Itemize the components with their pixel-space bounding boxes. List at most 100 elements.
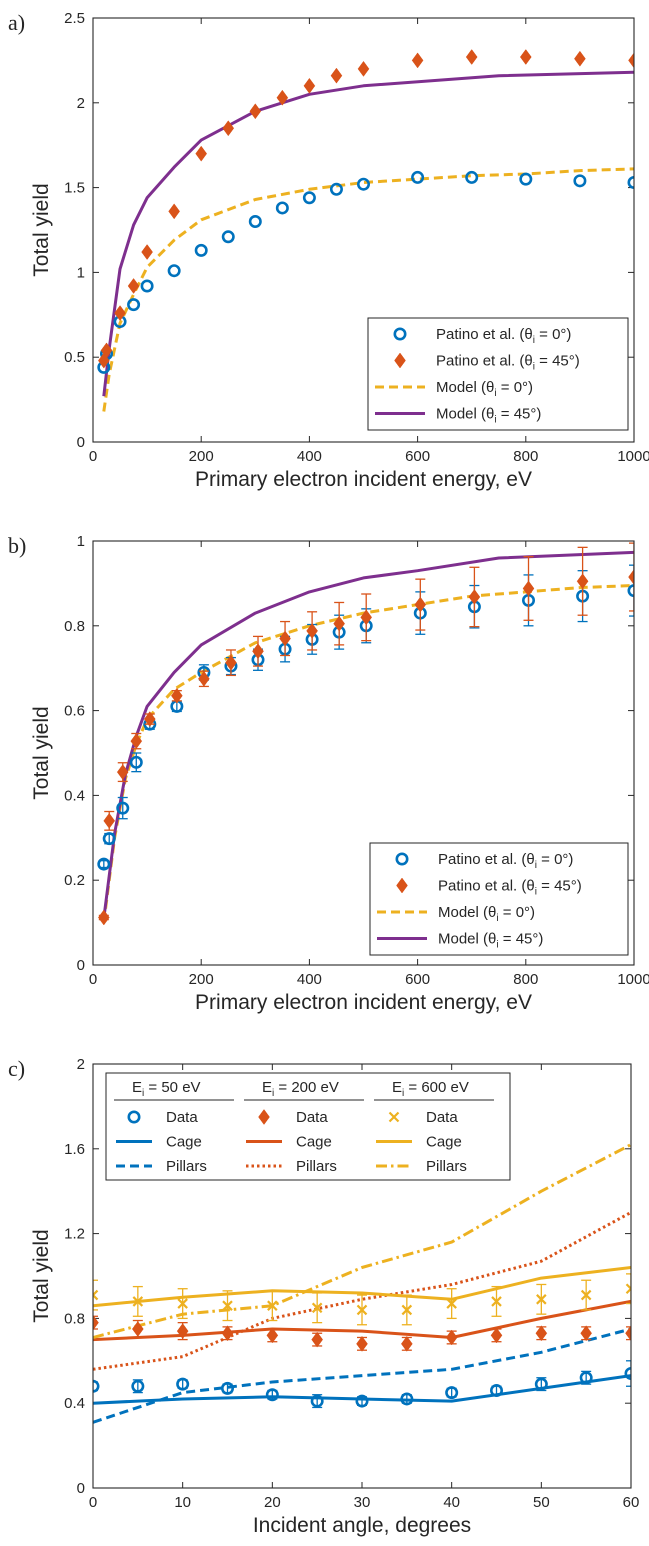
x-axis-title: Incident angle, degrees <box>253 1514 471 1537</box>
data-point-circle <box>411 170 425 184</box>
data-point-circle <box>519 172 533 186</box>
legend-label: Data <box>166 1109 198 1126</box>
data-point-x <box>222 1300 233 1311</box>
legend-group-header: Ei = 50 eV <box>132 1079 201 1099</box>
data-point-diamond <box>311 1331 323 1348</box>
series-group <box>97 49 634 412</box>
data-point-circle <box>400 1392 414 1406</box>
data-point-diamond <box>279 630 291 647</box>
panel-c: c) 0 10 20 30 40 50 60 0 0.4 0.8 1.2 1.6 2 Incident an… <box>8 1056 639 1537</box>
legend-label: Patino et al. (θi = 0°) <box>438 851 573 871</box>
y-tick-label: 2 <box>77 95 85 112</box>
data-point-circle <box>167 264 181 278</box>
data-point-diamond <box>116 764 129 781</box>
data-point-circle <box>116 801 130 815</box>
y-tick-label: 0.6 <box>64 703 85 720</box>
data-point-diamond <box>143 711 156 728</box>
data-point-diamond <box>195 145 208 162</box>
y-tick-label: 0 <box>77 957 85 974</box>
data-point-diamond <box>225 654 237 671</box>
panel-b: b) 0 200 400 600 800 1000 0 0.2 0.4 0.6 0.8 1 Primary… <box>8 533 649 1014</box>
data-point-diamond <box>222 120 235 137</box>
legend: Patino et al. (θi = 0°) Patino et al. (θi… <box>369 842 629 956</box>
y-tick-label: 0 <box>77 1480 85 1497</box>
data-point-diamond <box>171 687 183 704</box>
data-point-diamond <box>221 1325 234 1342</box>
y-tick-label: 0.4 <box>64 787 85 804</box>
y-tick-label: 1.2 <box>64 1226 85 1243</box>
data-point-diamond <box>306 622 318 639</box>
x-tick-label: 0 <box>89 448 97 465</box>
data-point-x <box>446 1298 457 1309</box>
series-line-yellow-dashed <box>102 584 634 923</box>
legend-marker-diamond <box>396 877 408 894</box>
x-tick-label: 50 <box>533 1494 550 1511</box>
data-point-circle <box>310 1394 324 1408</box>
data-point-diamond <box>132 1321 144 1337</box>
y-axis-title: Total yield <box>30 1229 53 1322</box>
data-point-diamond <box>360 609 373 626</box>
data-point-x <box>132 1296 144 1307</box>
x-tick-label: 1000 <box>617 971 649 988</box>
data-point-diamond <box>519 49 532 65</box>
x-tick-label: 0 <box>89 1494 97 1511</box>
legend-label: Cage <box>166 1134 202 1151</box>
data-point-diamond <box>303 77 316 94</box>
panel-label: c) <box>8 1056 25 1081</box>
data-point-diamond <box>176 1323 189 1340</box>
axes-box <box>92 1063 632 1489</box>
y-axis-title: Total yield <box>30 706 53 799</box>
legend-label: Cage <box>296 1134 332 1151</box>
x-tick-label: 30 <box>354 1494 371 1511</box>
legend-marker-circle <box>393 327 407 341</box>
data-point-diamond <box>141 244 153 260</box>
y-tick-label: 1.6 <box>64 1141 85 1158</box>
data-point-diamond <box>628 569 634 585</box>
x-tick-label: 400 <box>297 448 322 465</box>
series-group <box>93 1143 631 1424</box>
legend-label: Patino et al. (θi = 45°) <box>436 353 580 373</box>
x-tick-label: 60 <box>623 1494 640 1511</box>
data-point-circle <box>129 755 143 769</box>
data-point-diamond <box>411 52 424 69</box>
x-tick-label: 600 <box>405 448 430 465</box>
panel-label: a) <box>8 10 25 35</box>
legend-marker-x <box>388 1111 400 1123</box>
y-tick-label: 1.5 <box>64 180 85 197</box>
series-line-purple-solid <box>102 70 634 397</box>
data-point-circle <box>176 1377 190 1391</box>
y-tick-label: 0.5 <box>64 349 85 366</box>
data-point-diamond <box>103 812 116 829</box>
y-tick-label: 1 <box>77 264 85 281</box>
y-tick-label: 0.8 <box>64 618 85 635</box>
data-point-diamond <box>127 278 140 294</box>
data-point-x <box>625 1283 631 1294</box>
legend-label: Model (θi = 45°) <box>438 931 543 951</box>
data-point-diamond <box>628 52 634 69</box>
data-point-x <box>491 1296 502 1307</box>
data-point-diamond <box>356 1335 368 1352</box>
legend-label: Model (θi = 0°) <box>438 904 535 924</box>
data-point-diamond <box>576 573 589 590</box>
data-point-circle <box>302 191 316 205</box>
legend-group-header: Ei = 600 eV <box>392 1079 469 1099</box>
data-point-diamond <box>468 589 481 605</box>
data-point-diamond <box>114 305 126 322</box>
data-point-diamond <box>198 670 210 687</box>
data-point-circle <box>465 170 479 184</box>
legend-marker-circle <box>395 852 409 866</box>
data-point-diamond <box>574 50 586 67</box>
y-tick-label: 0.2 <box>64 872 85 889</box>
x-tick-label: 1000 <box>617 448 649 465</box>
data-point-x <box>580 1289 592 1301</box>
data-point-circle <box>131 1379 145 1393</box>
data-point-circle <box>355 1394 369 1408</box>
data-point-x <box>267 1300 278 1311</box>
data-point-diamond <box>252 643 264 660</box>
data-point-circle <box>248 215 262 229</box>
data-point-circle <box>127 298 141 312</box>
data-point-circle <box>265 1388 279 1402</box>
legend-label: Data <box>426 1109 458 1126</box>
data-point-x <box>93 1289 99 1301</box>
x-tick-label: 400 <box>297 971 322 988</box>
